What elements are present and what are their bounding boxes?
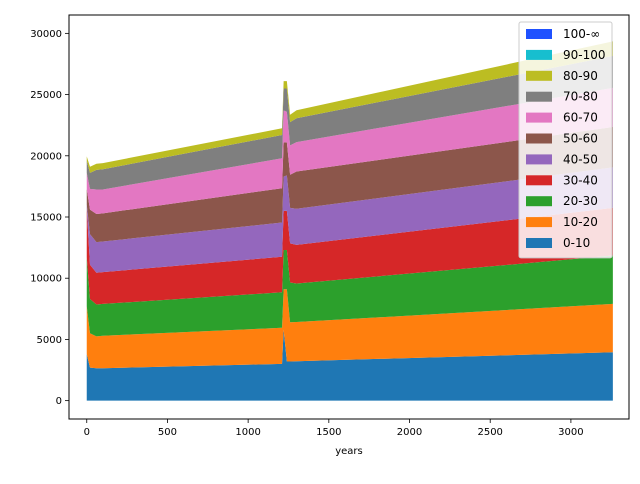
area-series-0-10 [86,329,613,401]
legend-swatch-50-60 [526,133,552,144]
area-series-40-50 [86,167,613,273]
x-tick-label: 2000 [397,427,422,438]
x-tick-label: 500 [158,427,177,438]
x-tick-label: 0 [84,427,90,438]
x-axis-label: years [335,446,363,457]
legend: 100-∞ 90-100 80-90 70-80 60-70 50-60 40-50 30-4… [518,21,613,259]
area-series-10-20 [86,289,613,369]
legend-label-100-inf: 100-∞ [563,27,600,41]
legend-label-50-60: 50-60 [563,132,598,146]
area-series-30-40 [86,207,613,305]
legend-label-90-100: 90-100 [563,48,606,62]
x-tick-label: 1500 [316,427,341,438]
legend-label-80-90: 80-90 [563,69,598,83]
legend-swatch-70-80 [526,91,552,102]
legend-swatch-40-50 [526,154,552,165]
legend-swatch-10-20 [526,217,552,228]
legend-label-30-40: 30-40 [563,173,598,187]
y-tick-label: 10000 [30,274,62,285]
x-tick-label: 2500 [477,427,502,438]
x-axis: 0 500 1000 1500 2000 2500 3000 [84,419,584,438]
legend-label-20-30: 20-30 [563,194,598,208]
area-series-80-90 [86,41,613,173]
legend-swatch-30-40 [526,175,552,186]
legend-label-60-70: 60-70 [563,111,598,125]
legend-swatch-20-30 [526,196,552,207]
legend-swatch-100-inf [526,29,552,39]
legend-swatch-60-70 [526,112,552,123]
area-series-50-60 [86,127,613,243]
legend-label-0-10: 0-10 [563,236,590,250]
legend-label-70-80: 70-80 [563,90,598,104]
areas-layer [86,41,613,401]
legend-label-10-20: 10-20 [563,215,598,229]
y-tick-label: 5000 [37,335,62,346]
y-tick-label: 15000 [30,213,62,224]
area-series-20-30 [86,250,613,337]
y-tick-label: 0 [56,396,62,407]
y-axis: 0 5000 10000 15000 20000 25000 30000 [30,29,69,407]
legend-swatch-80-90 [526,70,552,81]
y-tick-label: 25000 [30,90,62,101]
y-tick-label: 20000 [30,151,62,162]
legend-swatch-90-100 [526,49,552,60]
area-series-70-80 [86,56,613,190]
x-tick-label: 1000 [235,427,260,438]
y-tick-label: 30000 [30,29,62,40]
legend-label-40-50: 40-50 [563,152,598,166]
area-series-60-70 [86,87,613,214]
x-tick-label: 3000 [558,427,583,438]
legend-swatch-0-10 [526,238,552,248]
